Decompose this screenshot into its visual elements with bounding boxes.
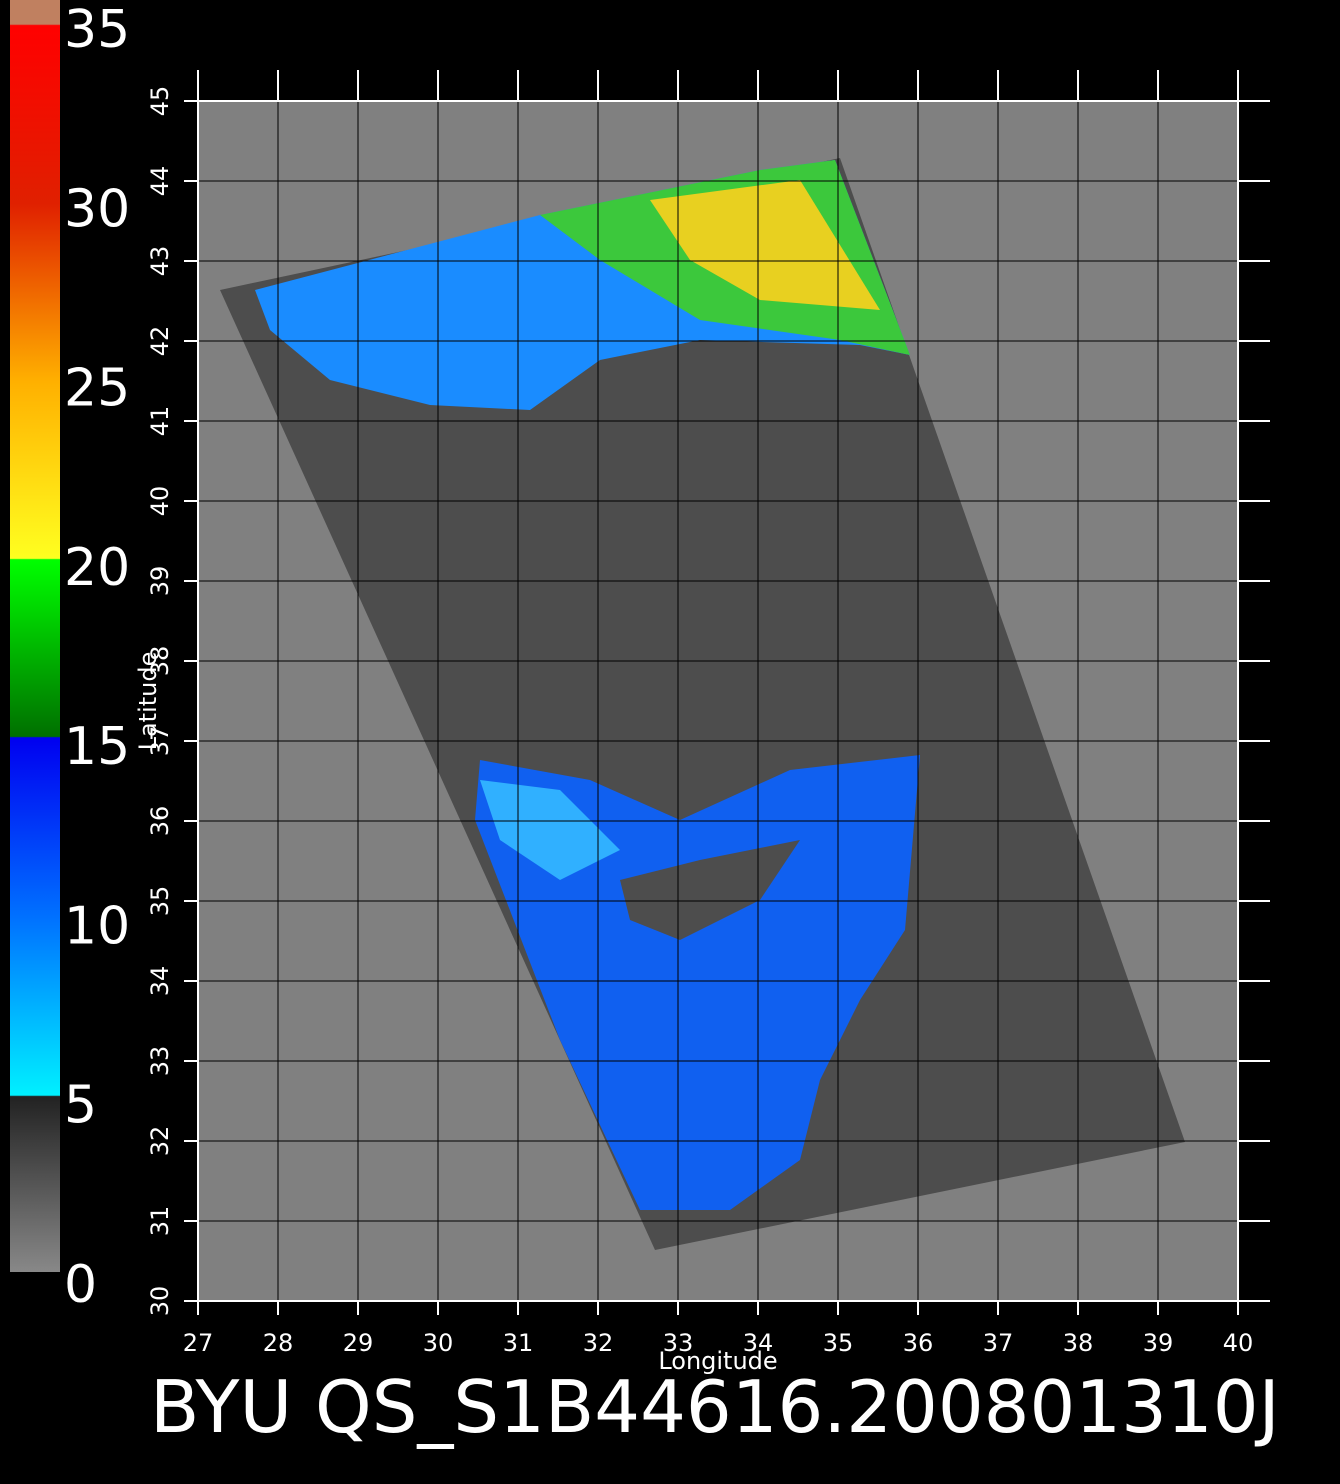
y-tick-label: 38	[146, 646, 174, 677]
colorbar-tick-label: 0	[64, 1255, 97, 1315]
colorbar-tick-label: 5	[64, 1076, 97, 1136]
y-axis-label: Latitude	[134, 652, 162, 751]
y-tick-label: 37	[146, 726, 174, 757]
y-tick-label: 35	[146, 886, 174, 917]
colorbar-tick-label: 35	[64, 0, 130, 60]
x-tick-label: 33	[663, 1329, 694, 1357]
y-tick-label: 40	[146, 486, 174, 517]
x-tick-label: 31	[503, 1329, 534, 1357]
y-tick-label: 30	[146, 1286, 174, 1317]
x-tick-label: 28	[263, 1329, 294, 1357]
x-tick-label: 35	[823, 1329, 854, 1357]
y-tick-label: 36	[146, 806, 174, 837]
y-tick-label: 32	[146, 1126, 174, 1157]
land-gap	[620, 840, 800, 940]
colorbar-tick-label: 15	[64, 717, 130, 777]
x-tick-label: 39	[1143, 1329, 1174, 1357]
plot-frame	[197, 100, 1239, 1302]
x-tick-label: 29	[343, 1329, 374, 1357]
x-tick-label: 40	[1223, 1329, 1254, 1357]
x-tick-label: 27	[183, 1329, 214, 1357]
x-tick-label: 37	[983, 1329, 1014, 1357]
y-tick-label: 45	[146, 86, 174, 117]
x-tick-label: 38	[1063, 1329, 1094, 1357]
wind-field	[650, 180, 880, 310]
y-tick-label: 34	[146, 966, 174, 997]
y-tick-label: 42	[146, 326, 174, 357]
x-tick-label: 30	[423, 1329, 454, 1357]
y-tick-label: 43	[146, 246, 174, 277]
y-tick-label: 31	[146, 1206, 174, 1237]
y-tick-label: 44	[146, 166, 174, 197]
colorbar-tick-label: 10	[64, 896, 130, 956]
colorbar-tick-label: 25	[64, 359, 130, 419]
wind-field	[475, 755, 920, 1210]
x-tick-label: 32	[583, 1329, 614, 1357]
colorbar-tick-label: 30	[64, 179, 130, 239]
caption: BYU QS_S1B44616.200801310J	[150, 1365, 1280, 1449]
x-tick-label: 34	[743, 1329, 774, 1357]
swath	[220, 158, 1185, 1250]
wind-field	[480, 780, 620, 880]
y-tick-label: 39	[146, 566, 174, 597]
x-tick-label: 36	[903, 1329, 934, 1357]
colorbar	[10, 0, 60, 1272]
colorbar-tick-label: 20	[64, 538, 130, 598]
x-axis-label: Longitude	[658, 1347, 777, 1375]
y-tick-label: 33	[146, 1046, 174, 1077]
y-tick-label: 41	[146, 406, 174, 437]
